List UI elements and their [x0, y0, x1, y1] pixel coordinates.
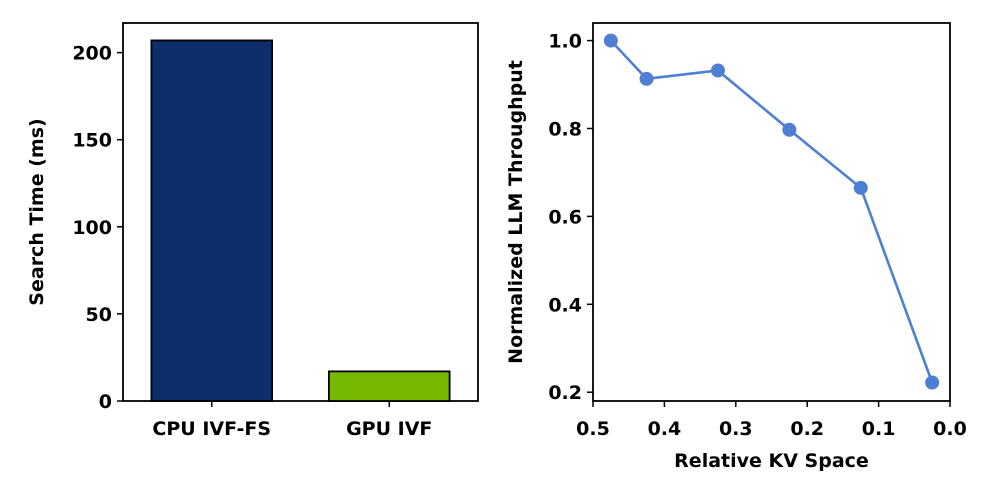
- bar-cpu-ivf-fs: [150, 39, 273, 402]
- line-chart-axes-frame: [592, 22, 951, 402]
- bar-chart-x-tick-label: GPU IVF: [346, 418, 432, 440]
- bar-chart-y-tick-label: 200: [72, 43, 112, 65]
- line-chart-y-axis-label: Normalized LLM Throughput: [505, 60, 527, 364]
- bar-chart-bars: [150, 39, 451, 402]
- bar-chart-panel: 0 50 100 150 200 CPU IVF-FS GPU IVF Search Ti…: [26, 22, 479, 440]
- line-chart-data-point: [639, 71, 654, 86]
- line-chart-panel: 0.2 0.4 0.6 0.8 1.0 0.5 0.4 0.3 0.2 0.1 0.0 Relat…: [505, 22, 967, 472]
- line-chart-x-tick-label: 0.4: [648, 418, 682, 440]
- bar-chart-y-axis-label: Search Time (ms): [26, 118, 48, 305]
- line-chart-y-tick-label: 0.4: [548, 294, 582, 316]
- line-chart-y-tick-label: 0.6: [548, 206, 582, 228]
- bar-chart-y-tick-label: 0: [99, 391, 112, 413]
- line-chart-data-point: [853, 180, 868, 195]
- line-chart-x-ticks: 0.5 0.4 0.3 0.2 0.1 0.0: [576, 401, 967, 440]
- bar-chart-x-ticks: CPU IVF-FS GPU IVF: [152, 401, 432, 440]
- line-chart-x-axis-label: Relative KV Space: [674, 450, 869, 472]
- bar-chart-y-tick-label: 50: [86, 304, 112, 326]
- bar-chart-y-tick-label: 100: [72, 217, 112, 239]
- line-chart-series-line: [609, 39, 934, 383]
- bar-gpu-ivf: [327, 370, 451, 402]
- line-chart-data-point: [603, 33, 618, 48]
- bar-chart-y-tick-label: 150: [72, 130, 112, 152]
- line-chart-x-tick-label: 0.3: [719, 418, 753, 440]
- line-chart-data-point: [710, 63, 725, 78]
- bar-chart-y-ticks: 0 50 100 150 200: [72, 43, 123, 413]
- line-chart-y-ticks: 0.2 0.4 0.6 0.8 1.0: [548, 31, 593, 404]
- line-chart-x-tick-label: 0.5: [576, 418, 610, 440]
- line-chart-x-tick-label: 0.2: [790, 418, 824, 440]
- line-chart-x-tick-label: 0.0: [933, 418, 967, 440]
- line-chart-x-tick-label: 0.1: [862, 418, 896, 440]
- bar-chart-x-tick-label: CPU IVF-FS: [152, 418, 271, 440]
- line-chart-y-tick-label: 0.8: [548, 118, 582, 140]
- line-chart-data-point: [782, 122, 797, 137]
- line-chart-data-point: [925, 375, 940, 390]
- line-chart-y-tick-label: 0.2: [548, 382, 582, 404]
- line-chart-y-tick-label: 1.0: [548, 31, 582, 53]
- line-chart-points: [603, 33, 940, 390]
- bar-chart-axes-frame: [122, 22, 479, 402]
